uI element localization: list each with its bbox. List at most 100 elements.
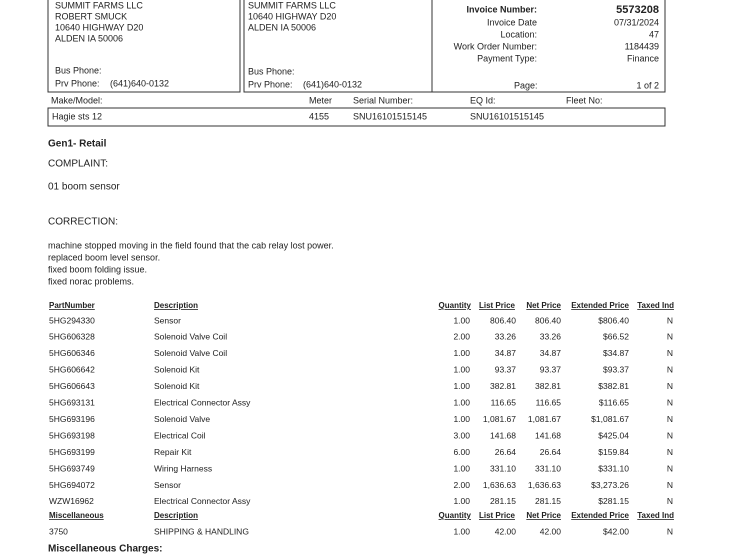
table-cell: 5HG693749 [49, 463, 95, 473]
table-cell: Solenoid Valve Coil [154, 332, 227, 342]
table-cell: N [667, 430, 673, 440]
table-cell: $42.00 [603, 526, 629, 536]
column-header: List Price [479, 511, 516, 520]
column-header: List Price [479, 301, 516, 310]
correction-line: fixed norac problems. [48, 276, 134, 286]
table-cell: N [667, 348, 673, 358]
address-line: ROBERT SMUCK [55, 11, 127, 21]
table-cell: 5HG693198 [49, 430, 95, 440]
table-cell: Solenoid Valve Coil [154, 348, 227, 358]
table-cell: $116.65 [599, 398, 629, 408]
column-header: Miscellaneous [49, 511, 104, 520]
table-cell: $1,081.67 [591, 414, 629, 424]
equipment-header: Make/Model: [51, 95, 103, 105]
address-line: 10640 HIGHWAY D20 [248, 11, 336, 21]
table-cell: 42.00 [495, 526, 517, 536]
table-cell: 1,636.63 [483, 480, 516, 490]
table-cell: 42.00 [540, 526, 562, 536]
table-cell: 5HG606642 [49, 365, 95, 375]
invoice-label: Payment Type: [477, 53, 537, 63]
table-cell: 1.00 [453, 398, 470, 408]
complaint-label: COMPLAINT: [48, 159, 108, 170]
column-header: Taxed Ind [637, 301, 674, 310]
table-cell: $34.87 [603, 348, 629, 358]
table-cell: Electrical Coil [154, 430, 206, 440]
table-cell: N [667, 496, 673, 506]
address-line: SUMMIT FARMS LLC [248, 0, 336, 10]
table-cell: WZW16962 [49, 496, 94, 506]
table-cell: 331.10 [490, 463, 516, 473]
table-cell: N [667, 414, 673, 424]
column-header: Extended Price [571, 301, 629, 310]
table-cell: 1.00 [453, 496, 470, 506]
prv-phone: (641)640-0132 [303, 79, 362, 89]
prv-phone: (641)640-0132 [110, 78, 169, 88]
address-line: ALDEN IA 50006 [55, 33, 123, 43]
column-header: Description [154, 511, 198, 520]
table-cell: N [667, 315, 673, 325]
table-cell: N [667, 463, 673, 473]
table-cell: $93.37 [603, 365, 629, 375]
table-cell: 116.65 [536, 398, 562, 408]
prv-phone-label: Prv Phone: [248, 79, 293, 89]
address-line: ALDEN IA 50006 [248, 22, 316, 32]
table-cell: 1,636.63 [528, 480, 561, 490]
invoice-value: 07/31/2024 [614, 17, 659, 27]
table-cell: N [667, 480, 673, 490]
table-cell: $3,273.26 [591, 480, 629, 490]
table-cell: Solenoid Kit [154, 381, 200, 391]
invoice-value: 1184439 [625, 41, 659, 51]
equipment-header: Fleet No: [566, 95, 603, 105]
correction-line: machine stopped moving in the field foun… [48, 240, 334, 250]
table-cell: $806.40 [598, 315, 629, 325]
table-cell: 93.37 [495, 365, 517, 375]
table-cell: $425.04 [598, 430, 629, 440]
column-header: Quantity [439, 511, 472, 520]
table-cell: 5HG693131 [49, 398, 95, 408]
column-header: Quantity [439, 301, 472, 310]
table-cell: 281.15 [535, 496, 561, 506]
column-header: Taxed Ind [637, 511, 674, 520]
table-cell: 116.65 [491, 398, 517, 408]
table-cell: 34.87 [540, 348, 562, 358]
table-cell: 806.40 [490, 315, 516, 325]
table-cell: 33.26 [495, 332, 517, 342]
invoice-box [431, 0, 666, 93]
table-cell: SHIPPING & HANDLING [154, 526, 249, 536]
table-cell: 3750 [49, 526, 68, 536]
bus-phone-label: Bus Phone: [55, 65, 102, 75]
prv-phone-label: Prv Phone: [55, 78, 100, 88]
table-cell: Wiring Harness [154, 463, 212, 473]
invoice-label: Invoice Number: [466, 4, 537, 14]
table-cell: 281.15 [490, 496, 516, 506]
table-cell: 1,081.67 [483, 414, 516, 424]
misc-charges-label: Miscellaneous Charges: [48, 544, 162, 555]
invoice-value: Finance [627, 53, 659, 63]
table-cell: 5HG606346 [49, 348, 95, 358]
invoice-label: Work Order Number: [454, 41, 537, 51]
equipment-header: Meter [309, 95, 332, 105]
table-cell: 141.68 [535, 430, 561, 440]
table-cell: 1.00 [453, 381, 470, 391]
table-cell: N [667, 381, 673, 391]
table-cell: 1.00 [453, 414, 470, 424]
table-cell: N [667, 447, 673, 457]
address-line: 10640 HIGHWAY D20 [55, 22, 143, 32]
table-cell: $382.81 [598, 381, 629, 391]
table-cell: 382.81 [535, 381, 561, 391]
table-cell: 2.00 [453, 480, 470, 490]
equipment-header: EQ Id: [470, 95, 496, 105]
column-header: Net Price [526, 511, 561, 520]
table-cell: 33.26 [540, 332, 562, 342]
table-cell: 3.00 [453, 430, 470, 440]
table-cell: Sensor [154, 315, 181, 325]
table-cell: Repair Kit [154, 447, 192, 457]
table-cell: 5HG693199 [49, 447, 95, 457]
table-cell: N [667, 398, 673, 408]
table-cell: N [667, 365, 673, 375]
invoice-value: 5573208 [616, 4, 659, 16]
column-header: PartNumber [49, 301, 95, 310]
table-cell: $159.84 [598, 447, 629, 457]
invoice-label: Invoice Date [487, 17, 537, 27]
